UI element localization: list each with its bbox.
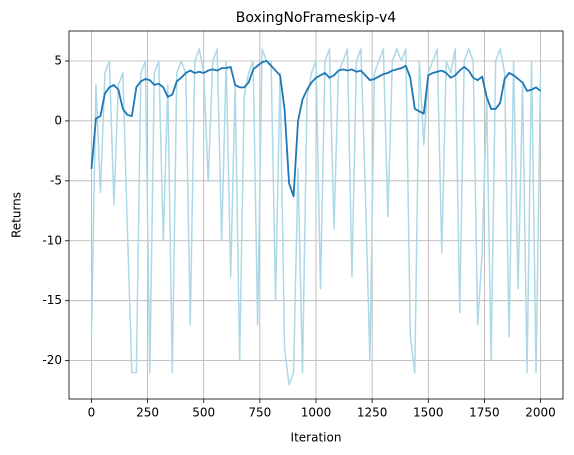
y-tick-label: -5 — [50, 173, 62, 187]
x-tick-label: 1250 — [357, 406, 388, 420]
y-tick-label: -10 — [42, 233, 62, 247]
x-tick-label: 1500 — [413, 406, 444, 420]
x-axis-label: Iteration — [291, 431, 342, 445]
x-tick-label: 750 — [248, 406, 271, 420]
y-tick-label: -15 — [42, 293, 62, 307]
y-tick-label: 5 — [54, 53, 62, 67]
chart-title: BoxingNoFrameskip-v4 — [236, 10, 396, 26]
x-tick-label: 500 — [192, 406, 215, 420]
y-tick-label: 0 — [54, 113, 62, 127]
line-series — [90, 60, 542, 198]
x-tick-label: 0 — [88, 406, 96, 420]
x-tick-label: 2000 — [525, 406, 556, 420]
x-tick-label: 250 — [136, 406, 159, 420]
y-axis-label: Returns — [10, 192, 24, 238]
y-tick-label: -20 — [42, 353, 62, 367]
x-tick-label: 1750 — [469, 406, 500, 420]
x-tick-label: 1000 — [301, 406, 332, 420]
line-series — [90, 48, 542, 386]
